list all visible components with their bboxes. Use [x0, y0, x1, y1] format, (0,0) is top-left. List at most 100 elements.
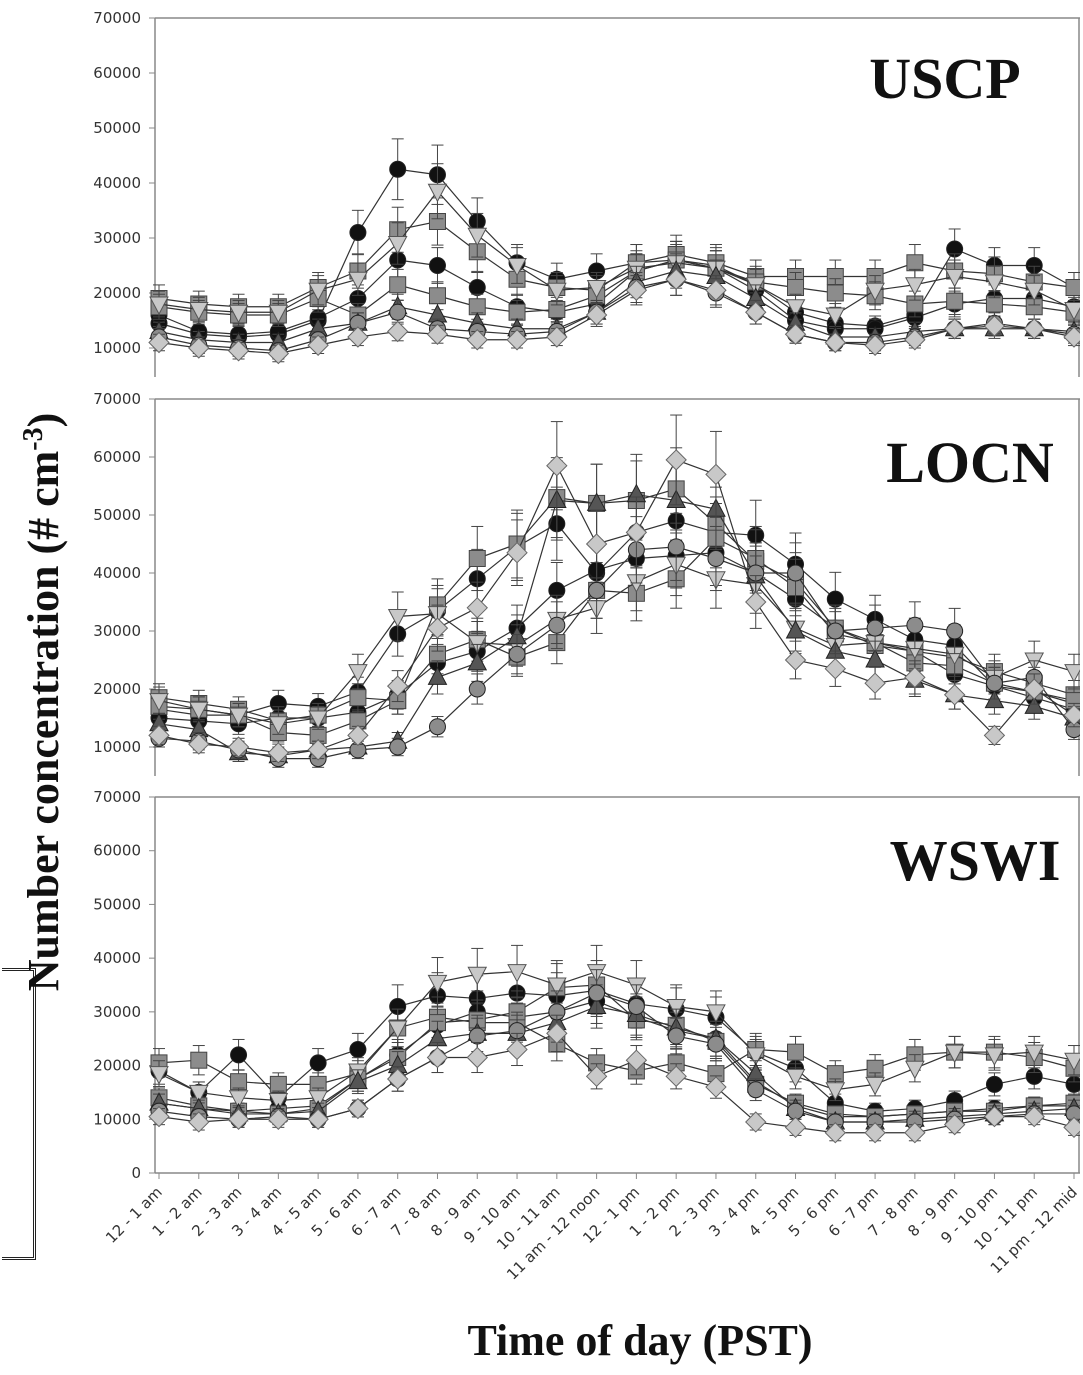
data-point-circle — [548, 616, 566, 634]
data-point-circle — [309, 1054, 327, 1072]
data-point-square — [428, 287, 446, 305]
data-point-triangle-up — [1024, 695, 1045, 714]
data-point-diamond — [546, 326, 568, 348]
data-point-circle — [389, 738, 407, 756]
data-point-square — [269, 1075, 287, 1093]
y-axis-label: Number concentration (# cm-3) — [18, 413, 68, 992]
data-point-triangle-down — [268, 1092, 289, 1112]
data-point-triangle-up — [785, 619, 806, 639]
series-line — [158, 494, 1075, 757]
data-point-triangle-down — [785, 1068, 806, 1088]
data-point-diamond — [745, 1111, 767, 1133]
data-point-triangle-down — [308, 282, 328, 302]
data-point-diamond — [625, 1049, 648, 1071]
data-point-diamond — [585, 304, 608, 326]
data-point-triangle-down — [467, 227, 488, 247]
data-point-diamond — [904, 1122, 926, 1144]
data-point-triangle-down — [348, 664, 368, 683]
data-point-triangle-down — [149, 296, 169, 316]
series-line — [158, 546, 1075, 760]
data-point-diamond — [267, 742, 290, 764]
series-line — [158, 537, 1075, 737]
data-point-diamond — [585, 533, 608, 555]
y-tick-label: 50000 — [93, 506, 141, 524]
data-point-circle — [349, 224, 367, 241]
panel-locn: 10000 20000 30000 40000 50000 60000 70000 LOCN — [93, 390, 1080, 776]
data-point-diamond — [784, 1116, 807, 1139]
data-point-diamond — [1063, 1116, 1080, 1139]
y-axis-label-exponent: -3 — [18, 427, 49, 450]
data-point-diamond — [943, 1113, 966, 1136]
data-point-circle — [627, 997, 645, 1015]
data-point-triangle-up — [745, 1062, 766, 1082]
data-point-diamond — [784, 323, 807, 345]
data-point-triangle-down — [984, 274, 1005, 294]
series-line — [158, 488, 1075, 722]
data-point-triangle-down — [188, 302, 209, 321]
data-point-diamond — [665, 268, 687, 290]
y-tick-label: 70000 — [93, 390, 141, 408]
data-point-diamond — [864, 1122, 886, 1144]
data-point-triangle-down — [1064, 1052, 1080, 1072]
data-point-diamond — [983, 315, 1006, 337]
data-point-triangle-down — [865, 1076, 885, 1096]
data-point-circle — [985, 674, 1003, 692]
series-group — [148, 138, 1080, 365]
data-point-triangle-down — [706, 1004, 726, 1023]
y-tick-label: 40000 — [93, 949, 141, 967]
data-point-diamond — [148, 331, 170, 354]
series-line — [158, 168, 1075, 338]
panel-title: USCP — [869, 46, 1020, 111]
data-point-diamond — [466, 597, 488, 619]
data-point-triangle-down — [825, 1082, 846, 1101]
data-point-square — [906, 254, 924, 272]
data-point-circle — [707, 550, 725, 567]
data-point-square — [468, 550, 486, 567]
series-line — [158, 220, 1075, 308]
data-point-circle — [667, 1027, 685, 1045]
series-line — [158, 278, 1075, 352]
y-tick-label: 30000 — [93, 229, 141, 247]
data-point-triangle-down — [905, 277, 925, 296]
data-point-diamond — [347, 326, 369, 348]
data-point-circle — [428, 257, 446, 274]
data-point-diamond — [1063, 326, 1080, 348]
data-point-diamond — [466, 329, 488, 351]
data-point-triangle-down — [188, 701, 209, 721]
data-point-diamond — [546, 1022, 568, 1045]
data-point-circle — [468, 279, 486, 296]
data-point-square — [190, 1051, 208, 1069]
data-point-triangle-down — [228, 1090, 249, 1109]
data-point-circle — [826, 622, 844, 640]
data-point-triangle-down — [586, 280, 607, 299]
data-point-circle — [906, 616, 924, 634]
data-point-square — [787, 1043, 805, 1061]
data-point-diamond — [347, 724, 369, 747]
data-point-diamond — [386, 675, 409, 697]
data-point-triangle-down — [865, 282, 885, 302]
data-point-circle — [667, 538, 685, 556]
data-point-diamond — [148, 1105, 170, 1128]
y-tick-label: 20000 — [93, 284, 141, 302]
data-point-circle — [389, 303, 407, 321]
data-point-square — [230, 1073, 248, 1091]
data-point-diamond — [904, 666, 926, 689]
data-point-diamond — [546, 454, 568, 477]
y-tick-label: 20000 — [93, 680, 141, 698]
data-point-diamond — [824, 657, 847, 680]
data-point-triangle-down — [944, 269, 965, 288]
data-point-triangle-down — [427, 183, 448, 203]
data-point-diamond — [745, 301, 767, 323]
data-point-triangle-up — [348, 1070, 368, 1090]
data-point-circle — [707, 1035, 725, 1053]
y-tick-label: 40000 — [93, 564, 141, 582]
data-point-triangle-down — [905, 1060, 925, 1080]
data-point-diamond — [506, 1038, 528, 1061]
series-line — [158, 563, 1075, 725]
data-point-circle — [747, 1081, 765, 1099]
data-point-diamond — [267, 342, 290, 365]
data-point-circle — [588, 984, 606, 1002]
data-point-square — [826, 284, 844, 302]
y-tick-label: 70000 — [93, 9, 141, 27]
data-point-diamond — [585, 1065, 608, 1088]
